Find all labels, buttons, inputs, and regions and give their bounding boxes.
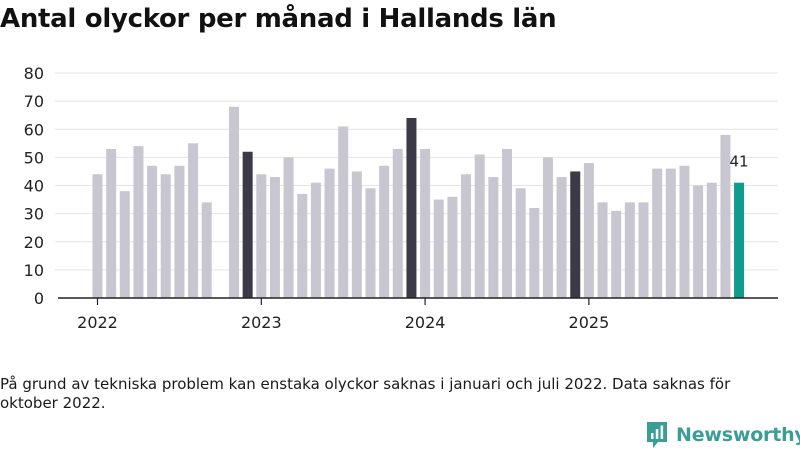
newsworthy-brand: Newsworthy	[645, 420, 800, 450]
bar-2022-08	[188, 143, 199, 298]
bar-2024-12	[570, 171, 581, 298]
bar-2024-08	[515, 188, 526, 298]
bar-2022-12	[242, 151, 253, 298]
bar-2023-12	[406, 118, 417, 298]
x-axis-tick-labels: 2022 2023 2024 2025	[77, 298, 609, 332]
bar-2022-06	[160, 174, 171, 298]
bar-2024-03	[447, 196, 458, 298]
bar-2024-11	[556, 177, 567, 298]
bar-2025-10	[706, 182, 717, 298]
bar-2023-03	[283, 157, 294, 298]
bar-2025-09	[693, 185, 704, 298]
bar-2024-01	[420, 148, 431, 298]
bar-2025-07	[665, 168, 676, 298]
y-tick-label-60: 60	[24, 120, 44, 139]
bar-2023-11	[392, 148, 403, 298]
bar-2023-02	[269, 177, 280, 298]
footnote: På grund av tekniska problem kan enstaka…	[0, 375, 731, 412]
bar-2024-10	[542, 157, 553, 298]
bar-2023-10	[379, 165, 390, 298]
y-tick-label-10: 10	[24, 261, 44, 280]
bar-2022-04	[133, 146, 144, 298]
brand-name: Newsworthy	[676, 424, 800, 446]
bar-2025-11	[720, 134, 731, 298]
bar-2022-02	[106, 148, 117, 298]
bar-2023-04	[297, 193, 308, 298]
bar-2023-07	[338, 126, 349, 298]
y-tick-label-40: 40	[24, 177, 44, 196]
bar-2022-05	[147, 165, 158, 298]
y-tick-label-70: 70	[24, 92, 44, 111]
bar-2023-06	[324, 168, 335, 298]
bar-2025-04	[624, 202, 635, 298]
bar-2023-08	[351, 171, 362, 298]
bar-2025-06	[652, 168, 663, 298]
bar-2025-12	[734, 182, 745, 298]
x-tick-label-2024: 2024	[405, 313, 446, 332]
bar-2023-01	[256, 174, 267, 298]
chart-title: Antal olyckor per månad i Hallands län	[0, 4, 557, 34]
data-label-2025-12: 41	[730, 153, 749, 171]
x-tick-label-2023: 2023	[241, 313, 282, 332]
bar-2025-05	[638, 202, 649, 298]
bar-2024-04	[461, 174, 472, 298]
bar-2024-09	[529, 208, 540, 298]
bar-2022-09	[201, 202, 212, 298]
bar-2024-06	[488, 177, 499, 298]
bar-2023-05	[310, 182, 321, 298]
data-labels: 41	[730, 153, 749, 171]
y-tick-label-50: 50	[24, 148, 44, 167]
bar-2025-02	[597, 202, 608, 298]
bar-2022-11	[229, 106, 239, 298]
y-tick-label-20: 20	[24, 233, 44, 252]
bar-2024-07	[502, 148, 512, 298]
y-tick-label-30: 30	[24, 205, 44, 224]
x-tick-label-2022: 2022	[77, 313, 118, 332]
x-tick-label-2025: 2025	[569, 313, 610, 332]
newsworthy-logo-icon	[647, 422, 667, 448]
bar-2025-03	[611, 210, 622, 298]
bar-2022-03	[119, 191, 130, 298]
bar-2025-08	[679, 165, 690, 298]
bar-2023-09	[365, 188, 376, 298]
y-axis-tick-labels: 0 10 20 30 40 50 60 70 80	[24, 64, 44, 308]
bar-2022-01	[92, 174, 103, 298]
bar-2022-07	[174, 165, 185, 298]
y-tick-label-0: 0	[34, 289, 44, 308]
bar-2025-01	[583, 163, 594, 298]
bar-chart: 0 10 20 30 40 50 60 70 80 2022 2023 2024 2025 41	[24, 64, 778, 332]
bar-2024-05	[474, 154, 485, 298]
y-tick-label-80: 80	[24, 64, 44, 83]
bars	[92, 106, 745, 298]
bar-2024-02	[433, 199, 444, 298]
